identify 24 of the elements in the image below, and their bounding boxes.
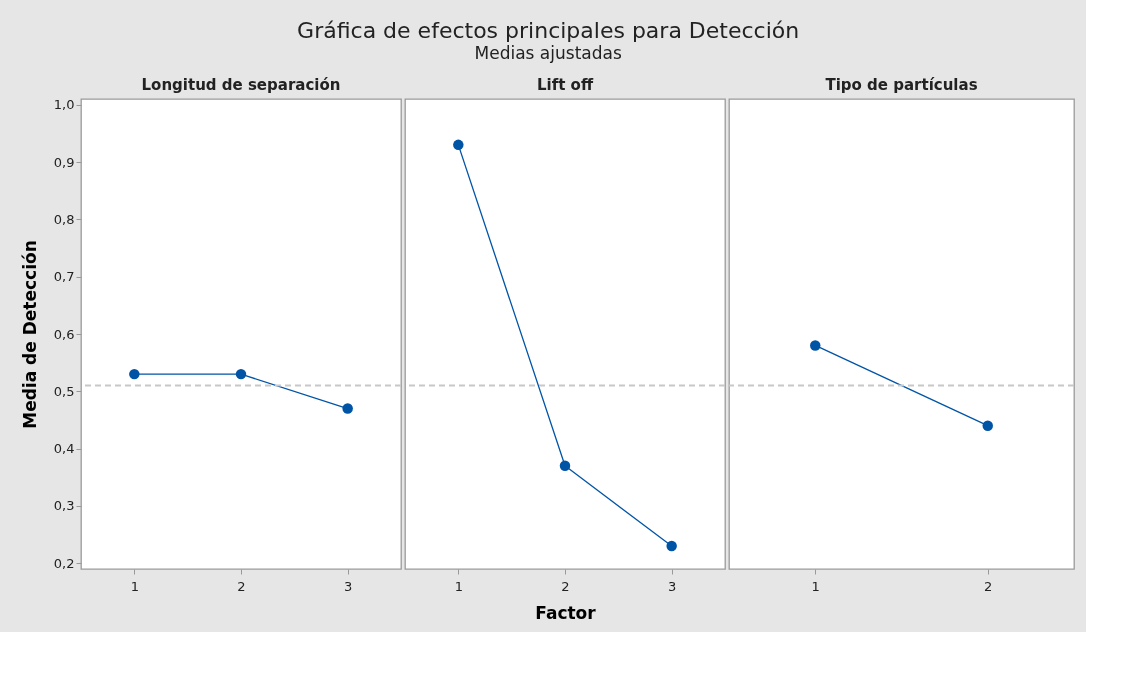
chart-title: Lift off (536, 76, 594, 94)
x-tick-label: 2 (561, 578, 570, 594)
y-tick-label: 1,0 (53, 97, 75, 113)
y-tick-label: 0,5 (53, 383, 75, 399)
x-tick-label: 3 (344, 578, 353, 594)
x-tick-label: 1 (130, 578, 139, 594)
chart-title: Longitud de separación (141, 75, 341, 94)
y-tick-label: 0,7 (53, 269, 75, 285)
y-tick-label: 0,6 (53, 326, 75, 342)
y-tick-label: 0,4 (53, 441, 75, 457)
x-tick-label: 2 (237, 578, 246, 594)
y-tick-label: 0,8 (53, 211, 75, 227)
text: Medias ajustadas (474, 43, 622, 64)
chart-title: Tipo de partículas (825, 76, 978, 94)
y-tick-label: 0,9 (53, 154, 75, 170)
x-tick-label: 1 (811, 578, 820, 594)
y-tick-label: 0,2 (53, 555, 75, 571)
y-tick-label: 0,3 (53, 498, 75, 514)
x-axis-title: Factor (535, 602, 597, 623)
text: Gráfica de efectos principales para Detección (297, 18, 800, 44)
x-tick-label: 3 (668, 578, 677, 594)
y-axis-title: Media de Detección (19, 240, 40, 429)
x-tick-label: 2 (984, 578, 993, 594)
x-tick-label: 1 (454, 578, 463, 594)
